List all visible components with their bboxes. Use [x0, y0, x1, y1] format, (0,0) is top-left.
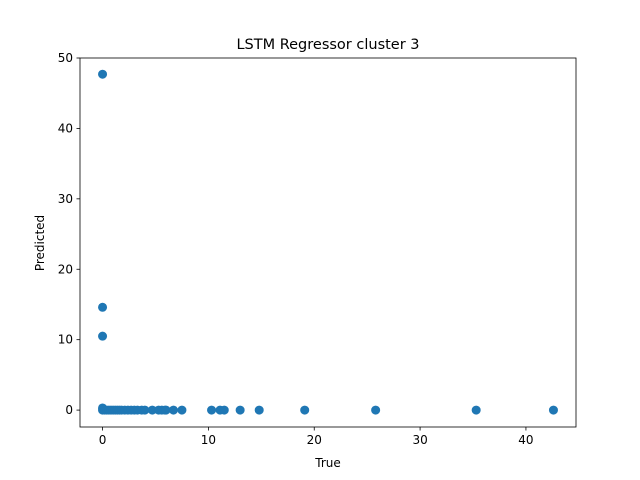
- x-tick-label: 0: [99, 433, 107, 447]
- x-tick-label: 10: [201, 433, 216, 447]
- data-point: [235, 405, 245, 415]
- data-point: [254, 405, 264, 415]
- data-point: [207, 405, 217, 415]
- y-tick-label: 20: [58, 262, 73, 276]
- y-axis-ticks: 0 10 20 30 40 50: [58, 51, 80, 417]
- chart-title: LSTM Regressor cluster 3: [236, 37, 419, 53]
- x-axis-ticks: 0 10 20 30 40: [99, 427, 534, 447]
- y-tick-label: 40: [58, 121, 73, 135]
- x-axis-label: True: [314, 456, 341, 470]
- data-point: [548, 405, 558, 415]
- data-point: [161, 405, 171, 415]
- y-axis-label: Predicted: [33, 215, 47, 271]
- data-point: [98, 331, 108, 341]
- data-point: [371, 405, 381, 415]
- y-tick-label: 50: [58, 51, 73, 65]
- x-tick-label: 30: [412, 433, 427, 447]
- y-tick-label: 30: [58, 192, 73, 206]
- x-tick-label: 40: [518, 433, 533, 447]
- data-point: [168, 405, 178, 415]
- x-tick-label: 20: [307, 433, 322, 447]
- plot-area-frame: [79, 57, 577, 428]
- points-layer: [98, 69, 558, 415]
- data-point: [300, 405, 310, 415]
- data-point: [140, 405, 150, 415]
- y-tick-label: 10: [58, 333, 73, 347]
- data-point: [219, 405, 229, 415]
- data-point: [98, 302, 108, 312]
- y-tick-label: 0: [65, 403, 73, 417]
- data-point: [147, 405, 157, 415]
- data-point: [98, 69, 108, 79]
- data-point: [177, 405, 187, 415]
- data-point: [471, 405, 481, 415]
